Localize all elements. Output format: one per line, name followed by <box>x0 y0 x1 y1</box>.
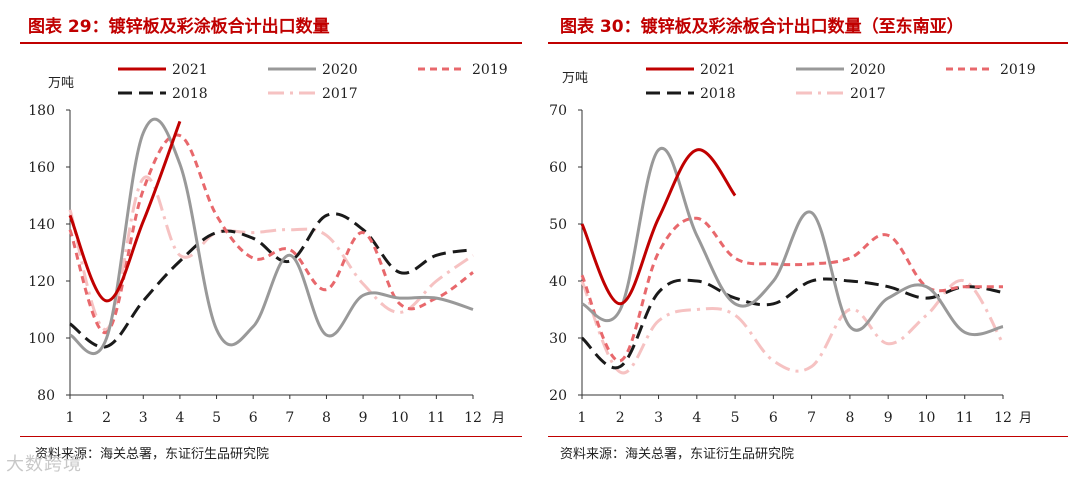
x-tick-label: 11 <box>427 410 445 426</box>
legend-label-2018: 2018 <box>700 86 736 102</box>
series-line-2021 <box>68 120 182 303</box>
x-tick-label: 10 <box>391 410 409 426</box>
x-tick-label: 9 <box>884 410 893 426</box>
y-tick-label: 70 <box>549 103 567 119</box>
x-tick-label: 12 <box>464 410 482 426</box>
legend-label-2017: 2017 <box>322 86 358 102</box>
legend-label-2019: 2019 <box>1000 62 1036 78</box>
source-note: 资料来源：海关总署，东证衍生品研究院 <box>560 447 795 462</box>
series-line-2018 <box>580 277 1004 370</box>
y-tick-label: 40 <box>549 274 567 290</box>
y-axis-unit-label: 万吨 <box>48 76 74 91</box>
title-divider <box>20 42 522 44</box>
x-tick-label: 7 <box>285 410 294 426</box>
x-tick-label: 4 <box>175 410 184 426</box>
title-divider <box>548 42 1068 44</box>
chart-title: 图表 29：镀锌板及彩涂板合计出口数量 <box>28 17 330 37</box>
legend-label-2020: 2020 <box>322 62 358 78</box>
y-tick-label: 120 <box>28 274 55 290</box>
series-line-2020 <box>581 146 1004 337</box>
source-divider <box>20 436 522 437</box>
x-tick-label: 6 <box>249 410 258 426</box>
y-tick-label: 60 <box>549 160 567 176</box>
y-tick-label: 100 <box>28 331 55 347</box>
y-tick-label: 30 <box>549 331 567 347</box>
series-line-2018 <box>69 212 474 349</box>
y-tick-label: 140 <box>28 217 55 233</box>
series-line-2021 <box>580 148 737 306</box>
y-tick-label: 160 <box>28 160 55 176</box>
x-tick-label: 9 <box>359 410 368 426</box>
y-axis-unit-label: 万吨 <box>562 71 588 86</box>
x-tick-label: 8 <box>845 410 854 426</box>
series-line-2019 <box>580 216 1003 363</box>
legend-label-2017: 2017 <box>850 86 886 102</box>
y-tick-label: 80 <box>37 388 55 404</box>
x-tick-label: 1 <box>66 410 75 426</box>
x-tick-label: 6 <box>769 410 778 426</box>
series-line-2019 <box>68 133 474 334</box>
x-tick-label: 12 <box>994 410 1012 426</box>
x-tick-label: 2 <box>102 410 111 426</box>
chart-title: 图表 30：镀锌板及彩涂板合计出口数量（至东南亚） <box>560 17 964 37</box>
x-tick-label: 3 <box>654 410 663 426</box>
x-tick-label: 1 <box>578 410 587 426</box>
x-tick-label: 3 <box>139 410 148 426</box>
x-tick-label: 7 <box>807 410 816 426</box>
x-axis-unit-label: 月 <box>492 411 505 426</box>
series-line-2020 <box>69 117 474 356</box>
series-line-2017 <box>68 175 474 331</box>
x-tick-label: 5 <box>731 410 740 426</box>
x-tick-label: 2 <box>616 410 625 426</box>
chart-panel-exports-total: 图表 29：镀锌板及彩涂板合计出口数量 80 100 120 140 160 180 1 2 3… <box>20 17 522 462</box>
source-divider <box>548 436 1068 437</box>
y-tick-label: 50 <box>549 217 567 233</box>
series-line-2017 <box>580 279 1005 375</box>
x-axis-unit-label: 月 <box>1019 411 1032 426</box>
y-tick-label: 20 <box>549 388 567 404</box>
watermark-logo: 大数跨境 <box>6 454 82 475</box>
x-tick-label: 10 <box>918 410 936 426</box>
x-tick-label: 11 <box>956 410 974 426</box>
legend-label-2018: 2018 <box>172 86 208 102</box>
legend-label-2019: 2019 <box>472 62 508 78</box>
legend-label-2021: 2021 <box>700 62 736 78</box>
legend-label-2021: 2021 <box>172 62 208 78</box>
x-tick-label: 5 <box>212 410 221 426</box>
legend-label-2020: 2020 <box>850 62 886 78</box>
x-tick-label: 8 <box>322 410 331 426</box>
chart-panel-exports-southeast-asia: 图表 30：镀锌板及彩涂板合计出口数量（至东南亚） 20 30 40 50 60 70 1 2… <box>540 0 1080 487</box>
source-note: 资料来源：海关总署，东证衍生品研究院 <box>35 447 270 462</box>
y-tick-label: 180 <box>28 103 55 119</box>
x-tick-label: 4 <box>692 410 701 426</box>
